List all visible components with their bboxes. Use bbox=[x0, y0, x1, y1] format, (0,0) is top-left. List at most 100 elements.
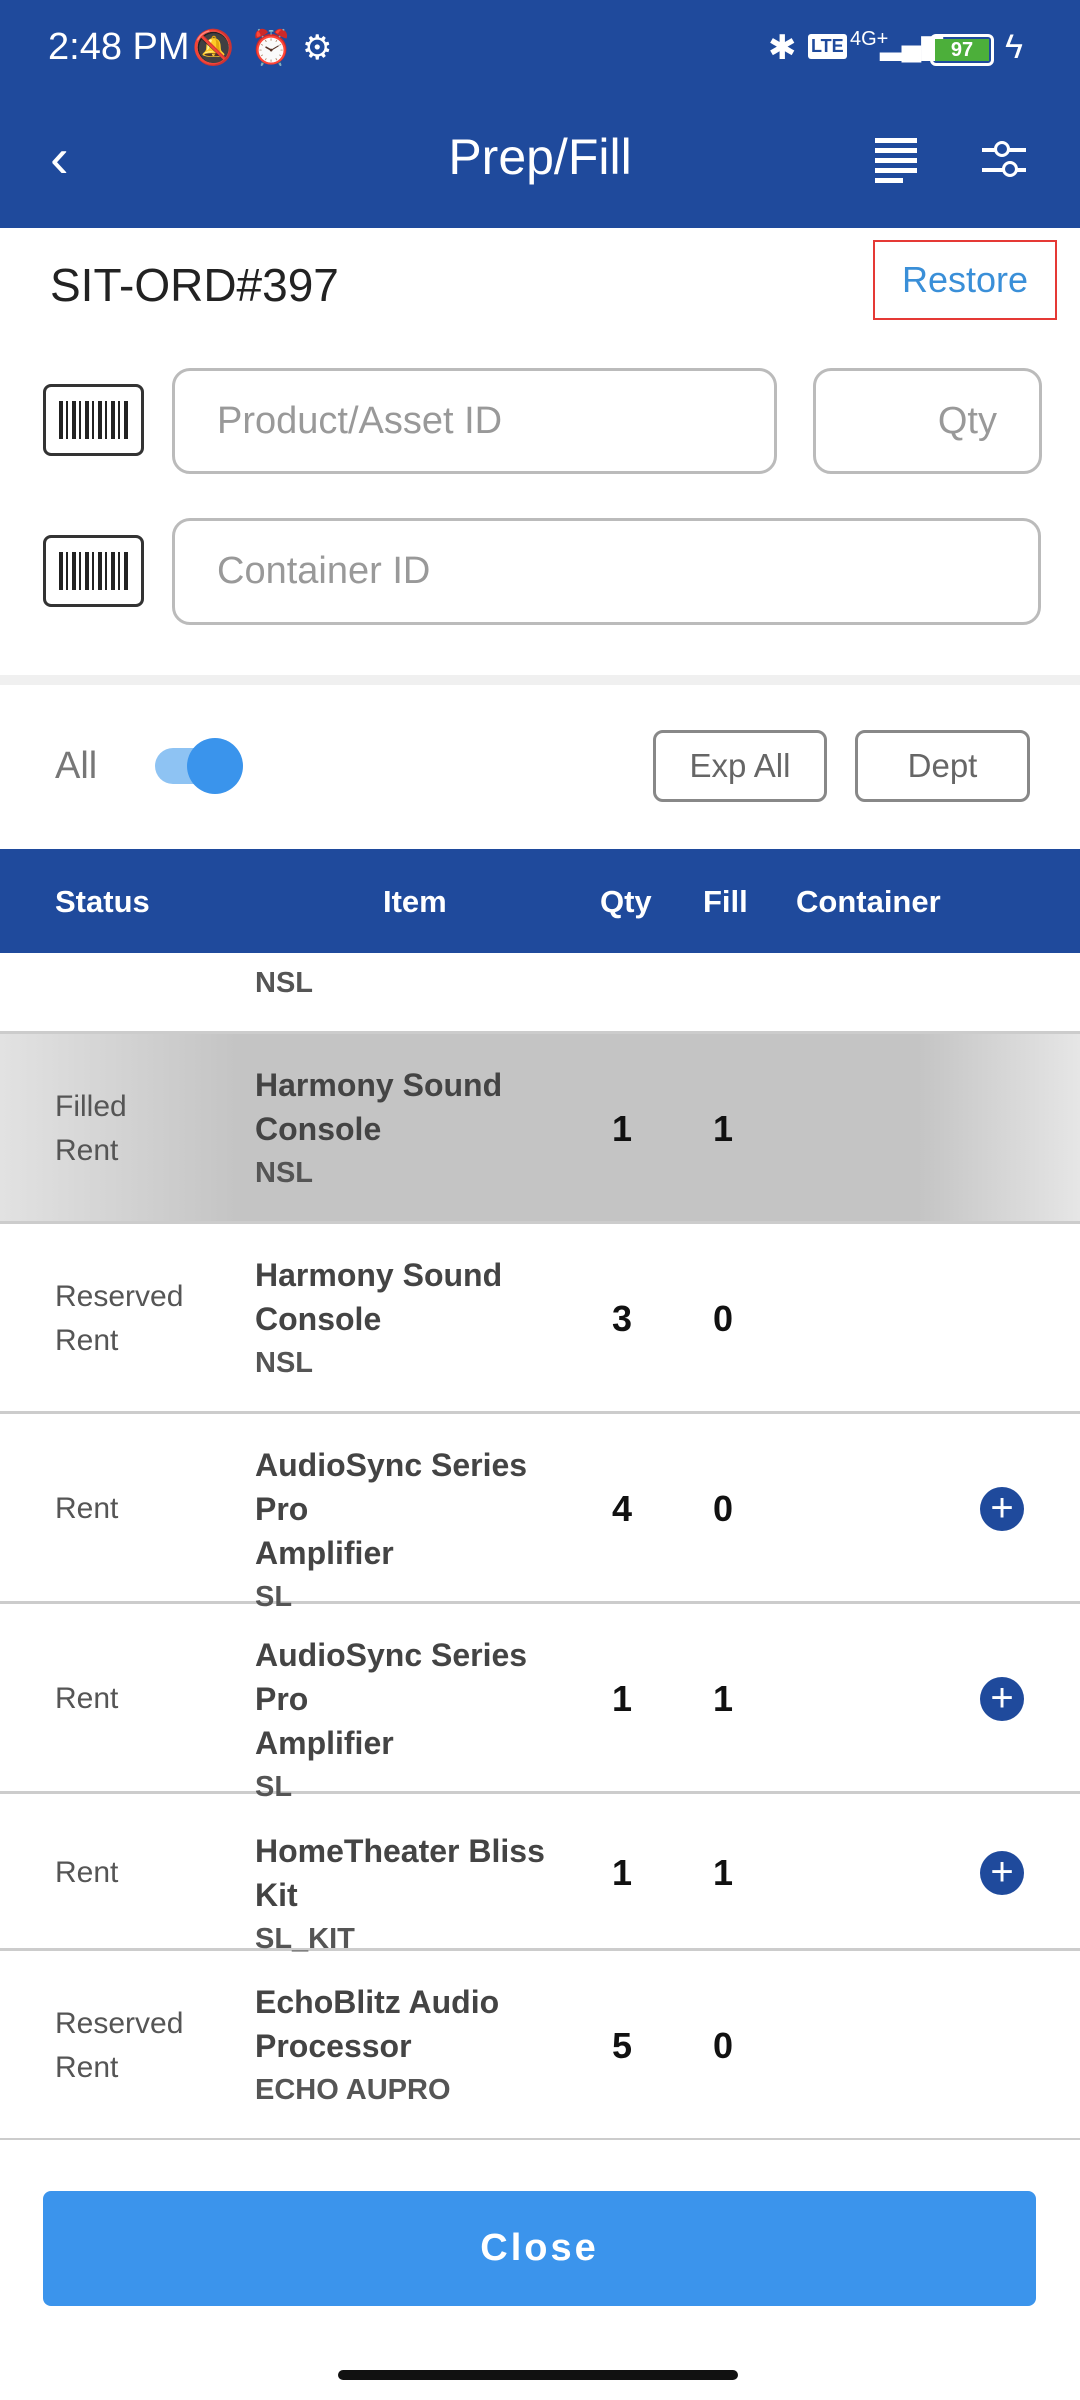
settings-icon: ⚙ bbox=[302, 29, 333, 67]
row-qty: 4 bbox=[611, 1488, 633, 1529]
row-qty: 1 bbox=[611, 1851, 633, 1893]
row-fill: 0 bbox=[712, 2025, 734, 2066]
row-qty: 3 bbox=[611, 1298, 633, 1339]
alarm-icon: ⏰ bbox=[250, 29, 293, 67]
item-code: NSL bbox=[255, 967, 313, 999]
add-container-icon[interactable]: + bbox=[980, 1487, 1024, 1531]
row-status: Rent bbox=[55, 1677, 118, 1721]
all-toggle-label: All bbox=[55, 745, 98, 787]
row-fill: 1 bbox=[712, 1851, 734, 1893]
header-qty: Qty bbox=[600, 884, 652, 919]
page-title: Prep/Fill bbox=[448, 129, 632, 185]
row-status: Filled Rent bbox=[55, 1085, 127, 1173]
status-line: Rent bbox=[55, 1492, 119, 1525]
table-row[interactable]: Reserved Rent EchoBlitz Audio Processor ECHO… bbox=[0, 1951, 1080, 2140]
status-line: Rent bbox=[55, 2051, 119, 2084]
table-row[interactable]: Reserved Rent Harmony Sound Console NSL 3 0 bbox=[0, 1224, 1080, 1414]
mute-icon: 🔕 bbox=[192, 29, 235, 67]
exp-all-button[interactable]: Exp All bbox=[653, 730, 827, 802]
row-status: Reserved Rent bbox=[55, 2002, 183, 2090]
row-qty: 1 bbox=[611, 1678, 633, 1719]
close-button[interactable]: Close bbox=[43, 2191, 1036, 2306]
row-fill: 0 bbox=[712, 1488, 734, 1529]
table-row[interactable]: Rent HomeTheater Bliss Kit SL_KIT 1 1 + bbox=[0, 1794, 1080, 1955]
status-line: Rent bbox=[55, 1682, 119, 1715]
item-code: SL_KIT bbox=[255, 1922, 355, 1955]
status-line: Reserved bbox=[55, 1280, 184, 1313]
table-row[interactable]: Filled Rent Harmony Sound Console NSL 1 1 bbox=[0, 1034, 1080, 1224]
item-name: AudioSync Series Pro bbox=[255, 1447, 528, 1527]
item-name: Amplifier bbox=[255, 1725, 394, 1761]
bluetooth-icon: ✱ bbox=[768, 29, 797, 67]
row-item: EchoBlitz Audio Processor ECHO AUPRO bbox=[255, 1980, 585, 2112]
product-asset-id-input[interactable]: Product/Asset ID bbox=[172, 368, 777, 474]
battery-icon: 97 bbox=[930, 34, 994, 66]
container-id-input[interactable]: Container ID bbox=[172, 518, 1041, 625]
item-code: NSL bbox=[255, 1347, 313, 1379]
all-toggle-knob[interactable] bbox=[187, 738, 243, 794]
item-code: SL bbox=[255, 1581, 293, 1613]
status-line: Rent bbox=[55, 1855, 119, 1889]
row-item: Harmony Sound Console NSL bbox=[255, 1063, 585, 1195]
row-item: HomeTheater Bliss Kit SL_KIT bbox=[255, 1829, 585, 1961]
row-fill: 0 bbox=[712, 1298, 734, 1339]
row-item: Harmony Sound Console NSL bbox=[255, 1253, 585, 1385]
row-status: Rent bbox=[55, 1851, 118, 1895]
table-row[interactable]: Rent AudioSync Series Pro Amplifier SL 1 1 + bbox=[0, 1604, 1080, 1803]
item-name: Amplifier bbox=[255, 1535, 394, 1571]
table-row[interactable]: Rent NSL bbox=[0, 953, 1080, 1034]
status-line: Filled bbox=[55, 1090, 127, 1123]
battery-level: 97 bbox=[935, 39, 989, 61]
qty-input[interactable]: Qty bbox=[813, 368, 1042, 474]
barcode-scan-icon[interactable] bbox=[43, 384, 144, 456]
row-item: NSL bbox=[255, 961, 585, 1005]
item-name: Processor bbox=[255, 2028, 412, 2064]
item-name: AudioSync Series Pro bbox=[255, 1637, 528, 1717]
table-header: Status Item Qty Fill Container bbox=[0, 849, 1080, 953]
item-name: Console bbox=[255, 1301, 382, 1337]
row-fill: 1 bbox=[712, 1678, 734, 1719]
divider bbox=[0, 675, 1080, 685]
item-code: SL bbox=[255, 1771, 293, 1803]
home-indicator[interactable] bbox=[338, 2370, 738, 2380]
header-item: Item bbox=[383, 884, 447, 919]
list-view-icon[interactable] bbox=[875, 138, 917, 183]
row-fill: 1 bbox=[712, 1108, 734, 1149]
item-name: Harmony Sound bbox=[255, 1257, 503, 1293]
add-container-icon[interactable]: + bbox=[980, 1677, 1024, 1721]
header-container: Container bbox=[796, 884, 941, 919]
network-label: 4G+ bbox=[850, 28, 889, 50]
item-name: Harmony Sound bbox=[255, 1067, 503, 1103]
row-status: Rent bbox=[55, 1487, 118, 1531]
item-name: HomeTheater Bliss Kit bbox=[255, 1832, 545, 1913]
back-button[interactable]: ‹ bbox=[50, 126, 69, 189]
item-code: ECHO AUPRO bbox=[255, 2074, 451, 2106]
status-line: Rent bbox=[55, 1134, 119, 1167]
item-name: Console bbox=[255, 1111, 382, 1147]
header-status: Status bbox=[55, 884, 150, 919]
row-status: Reserved Rent bbox=[55, 1275, 183, 1363]
dept-button[interactable]: Dept bbox=[855, 730, 1030, 802]
filter-sliders-icon[interactable] bbox=[982, 140, 1026, 180]
header-fill: Fill bbox=[703, 884, 748, 919]
order-id: SIT-ORD#397 bbox=[50, 259, 339, 311]
status-line: Rent bbox=[55, 953, 118, 961]
row-qty: 5 bbox=[611, 2025, 633, 2066]
app-header: 2:48 PM 🔕 ⏰ ⚙ ✱ LTE 4G+ ▂▄▆ 97 ϟ ‹ Prep/… bbox=[0, 0, 1080, 228]
status-line: Rent bbox=[55, 1324, 119, 1357]
status-time: 2:48 PM bbox=[48, 26, 190, 68]
row-item: AudioSync Series Pro Amplifier SL bbox=[255, 1443, 585, 1619]
item-name: EchoBlitz Audio bbox=[255, 1984, 500, 2020]
status-line: Reserved bbox=[55, 2007, 184, 2040]
item-list[interactable]: Rent NSL Filled Rent Harmony Sound Console NSL… bbox=[0, 953, 1080, 2140]
table-row[interactable]: Rent AudioSync Series Pro Amplifier SL 4 0 + bbox=[0, 1414, 1080, 1613]
restore-button[interactable]: Restore bbox=[873, 240, 1057, 320]
barcode-scan-icon[interactable] bbox=[43, 535, 144, 607]
add-container-icon[interactable]: + bbox=[980, 1850, 1024, 1895]
charging-icon: ϟ bbox=[1005, 28, 1023, 66]
row-qty: 1 bbox=[611, 1108, 633, 1149]
volte-icon: LTE bbox=[808, 34, 847, 59]
item-code: NSL bbox=[255, 1157, 313, 1189]
row-status: Rent bbox=[55, 953, 118, 961]
row-item: AudioSync Series Pro Amplifier SL bbox=[255, 1633, 585, 1809]
